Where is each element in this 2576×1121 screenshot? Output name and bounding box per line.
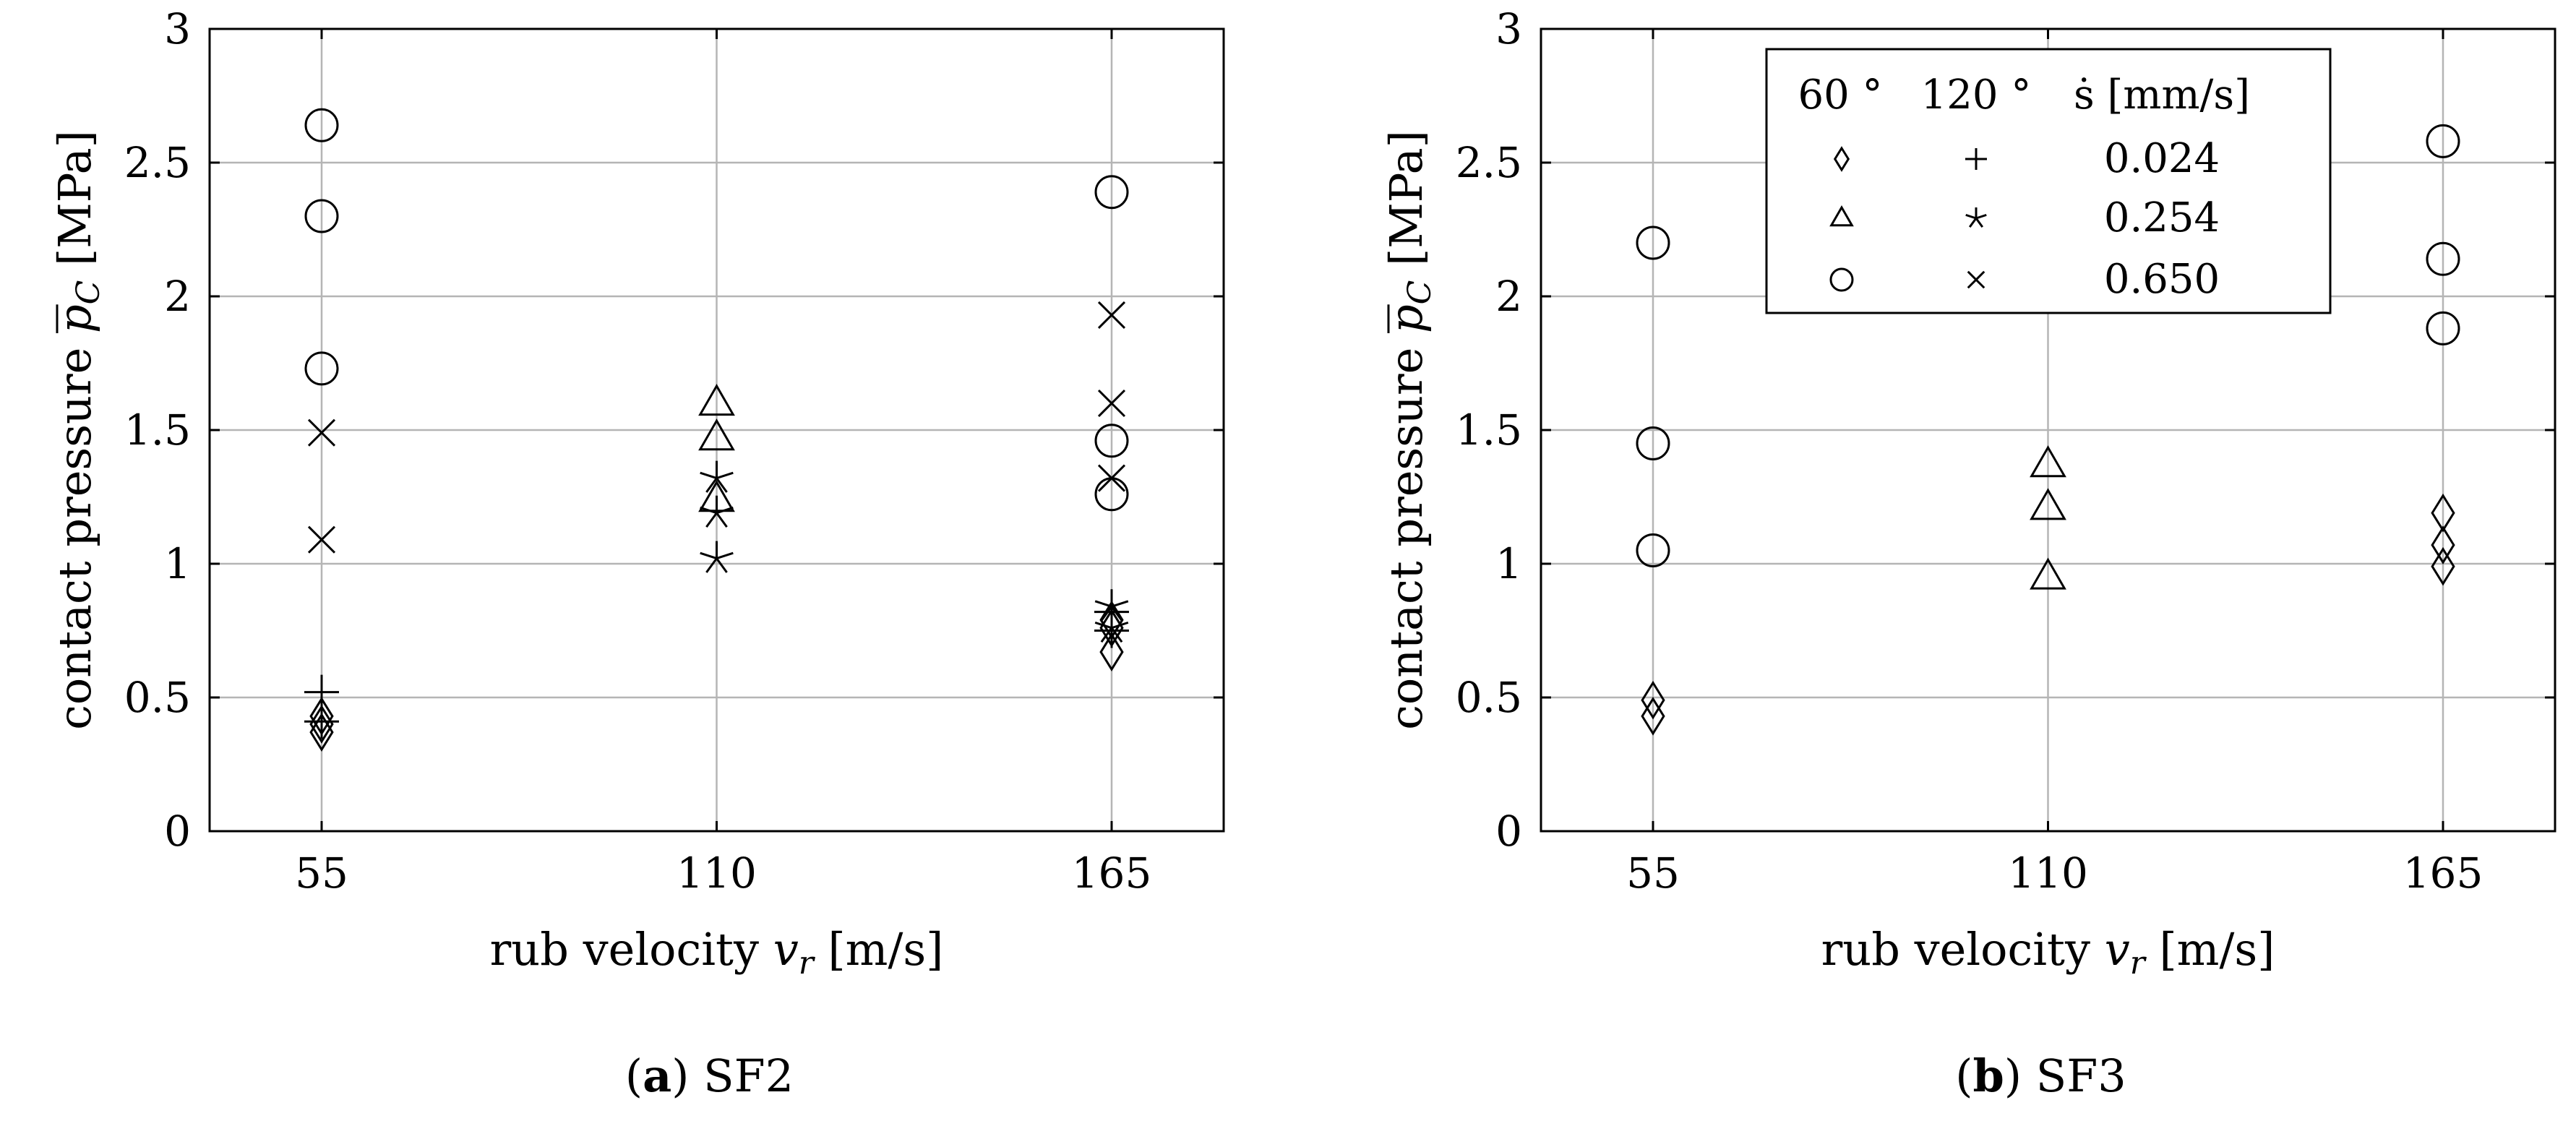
x-tick-label: 110	[677, 849, 757, 898]
legend-value-0254: 0.254	[2104, 194, 2220, 241]
data-points	[1636, 124, 2460, 736]
y-tick-label: 1.5	[124, 405, 191, 455]
circle-marker	[1094, 424, 1129, 458]
cross-marker	[1097, 464, 1126, 492]
star-marker	[700, 460, 734, 493]
circle-marker	[1636, 226, 1670, 260]
plus-marker	[304, 674, 339, 710]
circle-marker	[1636, 426, 1670, 460]
circle-marker	[2426, 311, 2460, 345]
x-axis-label: rub velocity vr [m/s]	[1821, 923, 2275, 982]
y-tick-label: 0.5	[1456, 673, 1522, 722]
star-marker	[700, 495, 734, 528]
star-marker	[1094, 589, 1129, 622]
x-tick-label: 165	[2403, 849, 2483, 898]
legend-markers	[1829, 146, 1987, 292]
star-marker	[1965, 207, 1987, 228]
y-tick-label: 1	[164, 539, 191, 588]
y-tick-label: 3	[164, 4, 191, 53]
x-tick-label: 165	[1072, 849, 1152, 898]
panel-caption: (b) SF3	[1955, 1049, 2126, 1102]
x-tick-labels: 55 110 165	[1626, 29, 2483, 898]
y-tick-label: 2.5	[1456, 138, 1522, 187]
legend-header-rate: ṡ [mm/s]	[2074, 72, 2250, 119]
diamond-marker	[2431, 546, 2455, 586]
diamond-marker	[2431, 525, 2455, 564]
y-axis-label: contact pressure pC [MPa]	[1380, 130, 1438, 730]
legend-header-120: 120 °	[1921, 72, 2032, 119]
circle-marker	[1829, 267, 1854, 292]
circle-marker	[1636, 533, 1670, 567]
y-tick-label: 0	[164, 807, 191, 856]
panel-caption: (a) SF2	[625, 1049, 794, 1102]
plus-marker	[1965, 148, 1987, 170]
legend-value-0024: 0.024	[2104, 135, 2220, 182]
y-tick-label: 2.5	[124, 138, 191, 187]
cross-marker	[1097, 389, 1126, 418]
chart-panel-sf3: 0 0.5 1 1.5 2 2.5 3 55 110 165 rub velocity vr […	[1380, 4, 2556, 1102]
triangle-marker	[2030, 445, 2066, 478]
legend-header-60: 60 °	[1798, 72, 1882, 119]
x-tick-label: 55	[295, 849, 348, 898]
cross-marker	[307, 525, 336, 554]
y-tick-label: 0	[1495, 807, 1522, 856]
diamond-marker	[1833, 146, 1850, 172]
y-tick-label: 1	[1495, 539, 1522, 588]
triangle-marker	[2030, 488, 2066, 520]
y-tick-labels: 0 0.5 1 1.5 2 2.5 3	[124, 4, 1224, 856]
diamond-marker	[1641, 697, 1665, 736]
circle-marker	[1094, 175, 1129, 210]
star-marker	[700, 541, 734, 573]
cross-marker	[1097, 301, 1126, 329]
y-tick-labels: 0 0.5 1 1.5 2 2.5 3	[1456, 4, 2555, 856]
circle-marker	[304, 351, 339, 386]
x-tick-label: 110	[2008, 849, 2088, 898]
circle-marker	[2426, 124, 2460, 158]
x-tick-label: 55	[1626, 849, 1680, 898]
circle-marker	[304, 199, 339, 233]
data-points	[304, 108, 1129, 752]
circle-marker	[2426, 241, 2460, 276]
circle-marker	[304, 108, 339, 142]
grid-lines	[210, 27, 1224, 833]
legend: 60 ° 120 ° ṡ [mm/s] 0.024 0.254 0.650	[1765, 48, 2332, 314]
x-axis-label: rub velocity vr [m/s]	[490, 923, 944, 982]
y-tick-label: 2	[1495, 272, 1522, 321]
diamond-marker	[1099, 632, 1124, 671]
legend-value-0650: 0.650	[2104, 256, 2220, 303]
star-marker	[1094, 610, 1129, 643]
cross-marker	[1967, 270, 1985, 289]
diamond-marker	[309, 705, 334, 744]
y-tick-label: 2	[164, 272, 191, 321]
diamond-marker	[309, 713, 334, 752]
triangle-marker	[698, 418, 735, 451]
triangle-marker	[2030, 557, 2066, 590]
chart-panel-sf2: 0 0.5 1 1.5 2 2.5 3 55 110 165 rub velocity vr […	[48, 4, 1225, 1102]
diamond-marker	[2431, 493, 2455, 533]
x-tick-labels: 55 110 165	[295, 29, 1151, 898]
y-axis-label: contact pressure pC [MPa]	[48, 130, 107, 730]
legend-box	[1765, 48, 2332, 314]
plus-marker	[304, 704, 339, 739]
y-tick-label: 3	[1495, 4, 1522, 53]
triangle-marker	[1829, 205, 1854, 227]
y-tick-label: 1.5	[1456, 405, 1522, 455]
y-tick-label: 0.5	[124, 673, 191, 722]
cross-marker	[307, 418, 336, 447]
triangle-marker	[698, 383, 735, 416]
diamond-marker	[1641, 680, 1665, 720]
